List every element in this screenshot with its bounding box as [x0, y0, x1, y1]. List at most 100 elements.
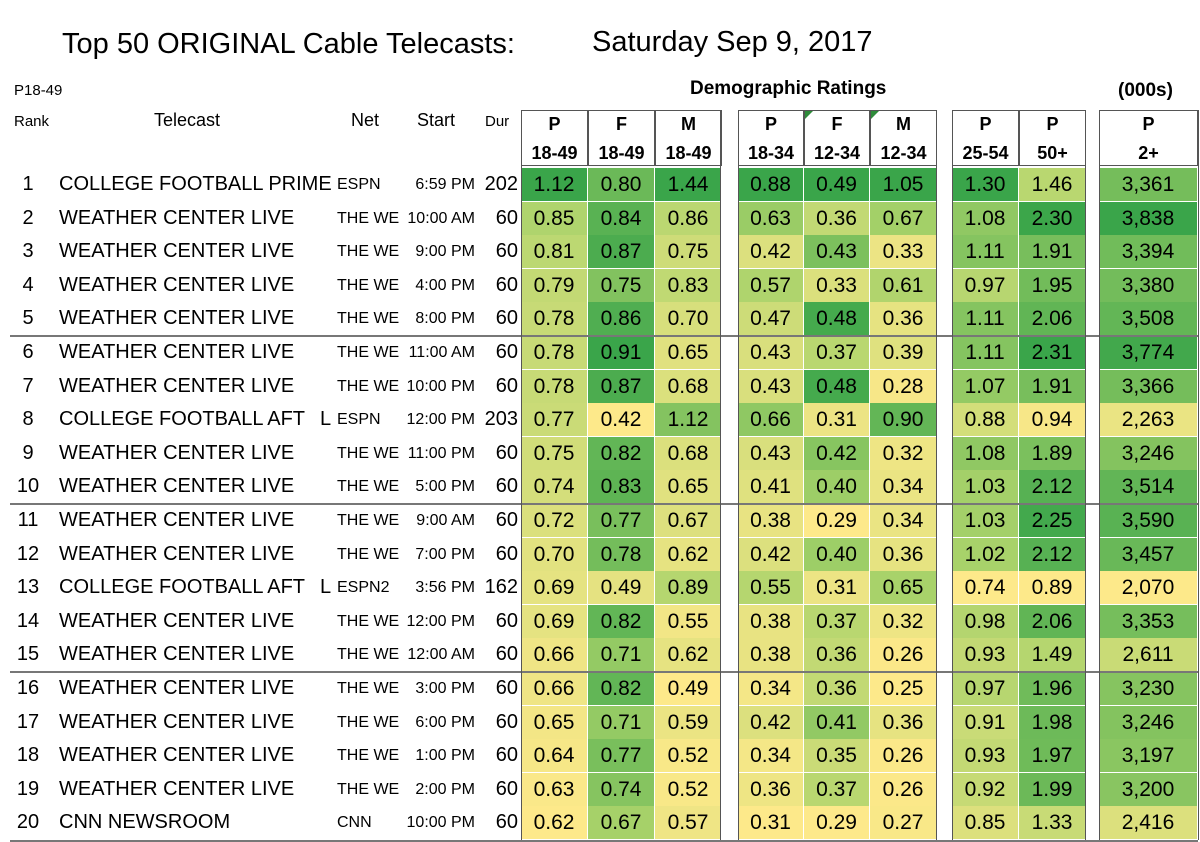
rating-cell: 0.69 — [521, 571, 588, 605]
rating-cell: 2,416 — [1099, 806, 1198, 840]
rating-cell: 0.62 — [655, 638, 722, 672]
rating-cell: 0.37 — [804, 604, 870, 638]
rating-cell: 0.32 — [870, 604, 937, 638]
rating-cell: 1.30 — [952, 168, 1019, 201]
rating-cell: 1.98 — [1019, 705, 1086, 739]
start-cell: 2:00 PM — [415, 780, 475, 798]
rating-cell: 0.41 — [804, 705, 870, 739]
rating-cell: 3,774 — [1099, 336, 1198, 369]
rating-cell: 0.42 — [804, 436, 870, 470]
column-header-demo: 12-34 — [880, 143, 927, 163]
rating-cell: 1.11 — [952, 235, 1019, 269]
rating-cell: 0.71 — [588, 705, 655, 739]
rating-cell: 0.26 — [870, 638, 937, 672]
table-row: 10 WEATHER CENTER LIVE THE WE 5:00 PM 60 0.74… — [0, 470, 1200, 504]
column-header-group: M — [896, 114, 911, 134]
dur-cell: 60 — [495, 710, 518, 733]
telecast-cell: WEATHER CENTER LIVE — [59, 677, 295, 699]
rank-cell: 20 — [16, 811, 40, 834]
rank-cell: 14 — [16, 609, 40, 632]
rating-cell: 0.74 — [588, 772, 655, 806]
rating-cell: 1.11 — [952, 336, 1019, 369]
rating-cell: 0.43 — [738, 369, 804, 403]
table-row: 11 WEATHER CENTER LIVE THE WE 9:00 AM 60 0.72… — [0, 504, 1200, 537]
rating-cell: 1.96 — [1019, 672, 1086, 705]
rating-cell: 3,366 — [1099, 369, 1198, 403]
dur-cell: 60 — [495, 307, 518, 330]
rating-cell: 0.91 — [952, 705, 1019, 739]
rating-cell: 0.67 — [870, 201, 937, 235]
rating-cell: 0.37 — [804, 772, 870, 806]
rating-cell: 0.36 — [804, 672, 870, 705]
start-cell: 12:00 AM — [407, 646, 475, 664]
table-row: 12 WEATHER CENTER LIVE THE WE 7:00 PM 60 0.70… — [0, 537, 1200, 571]
rating-cell: 2.06 — [1019, 302, 1086, 336]
rating-cell: 0.42 — [738, 537, 804, 571]
header-net: Net — [351, 110, 380, 130]
rank-cell: 19 — [16, 777, 40, 800]
rating-cell: 1.91 — [1019, 369, 1086, 403]
rank-cell: 15 — [16, 643, 40, 666]
rating-cell: 0.61 — [870, 268, 937, 302]
rating-cell: 0.67 — [655, 504, 722, 537]
telecast-cell: WEATHER CENTER LIVE — [59, 643, 295, 666]
column-header-group: M — [681, 114, 696, 134]
rating-cell: 0.85 — [521, 201, 588, 235]
rating-cell: 1.44 — [655, 168, 722, 201]
comment-flag-icon — [805, 111, 813, 119]
rating-cell: 3,353 — [1099, 604, 1198, 638]
column-header: M 12-34 — [870, 110, 937, 166]
title-main: Top 50 ORIGINAL Cable Telecasts: — [62, 28, 515, 60]
rating-cell: 0.55 — [655, 604, 722, 638]
dur-cell: 60 — [495, 744, 518, 767]
rating-cell: 0.77 — [588, 504, 655, 537]
column-header-group: P — [764, 114, 777, 134]
rating-cell: 0.77 — [588, 739, 655, 773]
net-cell: CNN — [337, 814, 372, 832]
rating-cell: 0.98 — [952, 604, 1019, 638]
rating-cell: 0.74 — [952, 571, 1019, 605]
column-header-demo: 18-49 — [531, 143, 578, 163]
rating-cell: 0.75 — [588, 268, 655, 302]
rating-cell: 0.70 — [655, 302, 722, 336]
rank-cell: 17 — [16, 710, 40, 733]
rating-cell: 0.31 — [804, 403, 870, 437]
table-row: 1 COLLEGE FOOTBALL PRIME ESPN 6:59 PM 202 1.1… — [0, 168, 1200, 201]
dur-cell: 60 — [495, 643, 518, 666]
rating-cell: 0.35 — [804, 739, 870, 773]
dur-cell: 60 — [495, 206, 518, 229]
column-header-group: P — [1142, 114, 1155, 134]
rating-cell: 3,230 — [1099, 672, 1198, 705]
rating-cell: 1.11 — [952, 302, 1019, 336]
rating-cell: 1.05 — [870, 168, 937, 201]
rating-cell: 0.68 — [655, 436, 722, 470]
rating-cell: 0.36 — [870, 537, 937, 571]
telecast-cell: COLLEGE FOOTBALL AFT — [59, 576, 305, 599]
comment-flag-icon — [871, 111, 879, 119]
table-row: 8 COLLEGE FOOTBALL AFT L ESPN 12:00 PM 203 0.7… — [0, 403, 1200, 437]
rating-cell: 0.42 — [738, 235, 804, 269]
start-cell: 3:56 PM — [415, 579, 475, 597]
start-cell: 1:00 PM — [415, 747, 475, 765]
rating-cell: 3,246 — [1099, 705, 1198, 739]
column-group-border — [1099, 110, 1100, 840]
rating-cell: 0.89 — [655, 571, 722, 605]
net-cell: THE WE — [337, 747, 400, 765]
rating-cell: 1.99 — [1019, 772, 1086, 806]
rating-cell: 0.65 — [655, 470, 722, 504]
rating-cell: 0.27 — [870, 806, 937, 840]
column-header-group: P — [548, 114, 561, 134]
column-header: P 18-34 — [738, 110, 804, 166]
rating-cell: 0.32 — [870, 436, 937, 470]
header-rank: Rank — [14, 113, 50, 130]
net-cell: THE WE — [337, 310, 400, 328]
column-header: M 18-49 — [655, 110, 722, 166]
rank-cell: 7 — [22, 374, 34, 397]
rating-cell: 0.82 — [588, 604, 655, 638]
rating-cell: 0.62 — [521, 806, 588, 840]
column-header-group: F — [831, 114, 843, 134]
header-telecast: Telecast — [154, 110, 221, 130]
rating-cell: 0.74 — [521, 470, 588, 504]
rating-cell: 3,197 — [1099, 739, 1198, 773]
rating-cell: 3,838 — [1099, 201, 1198, 235]
